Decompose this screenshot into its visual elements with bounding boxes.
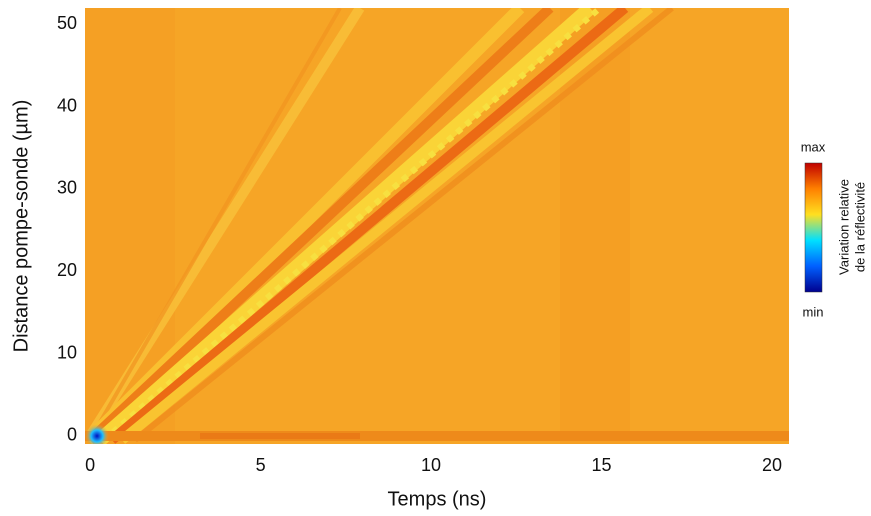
- heatmap: [85, 8, 789, 444]
- y-tick-label: 0: [67, 425, 77, 445]
- y-tick-label: 20: [57, 260, 77, 280]
- x-tick-label: 5: [256, 455, 266, 475]
- y-tick-label: 50: [57, 13, 77, 33]
- colorbar-max-label: max: [801, 139, 826, 154]
- y-tick-label: 10: [57, 342, 77, 362]
- x-tick-label: 0: [85, 455, 95, 475]
- colorbar-title: de la réflectivité: [852, 182, 867, 272]
- colorbar-min-label: min: [803, 304, 824, 319]
- x-tick-label: 20: [762, 455, 782, 475]
- colorbar: [804, 162, 823, 293]
- colorbar-title: Variation relative: [836, 179, 851, 275]
- x-tick-label: 15: [591, 455, 611, 475]
- x-tick-label: 10: [421, 455, 441, 475]
- y-axis-title: Distance pompe-sonde (µm): [10, 100, 32, 353]
- x-axis-title: Temps (ns): [388, 488, 487, 510]
- y-tick-label: 30: [57, 178, 77, 198]
- y-tick-label: 40: [57, 95, 77, 115]
